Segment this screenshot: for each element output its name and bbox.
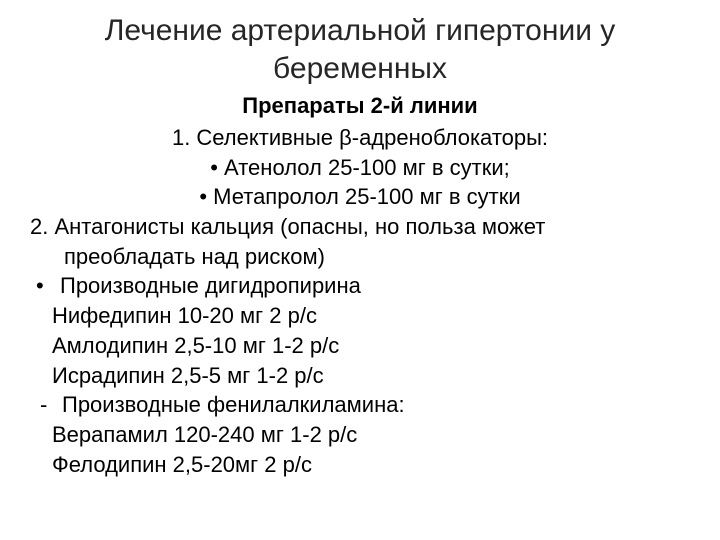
list-item-2a1: Нифедипин 10-20 мг 2 р/с bbox=[30, 301, 690, 331]
list-item-2b: Производные фенилалкиламина: bbox=[30, 390, 690, 420]
list-item-1b: • Метапролол 25-100 мг в сутки bbox=[30, 182, 690, 212]
list-item-2-line1: 2. Антагонисты кальция (опасны, но польз… bbox=[30, 212, 690, 242]
slide: Лечение артериальной гипертонии у береме… bbox=[0, 0, 720, 540]
title-line-2: беременных bbox=[273, 52, 447, 85]
slide-subtitle: Препараты 2-й линии bbox=[30, 93, 690, 119]
list-item-2a: Производные дигидропирина bbox=[30, 271, 690, 301]
list-item-1a: • Атенолол 25-100 мг в сутки; bbox=[30, 153, 690, 183]
title-line-1: Лечение артериальной гипертонии у bbox=[105, 14, 616, 47]
list-item-2-line2: преобладать над риском) bbox=[30, 242, 690, 272]
list-item-2b1: Верапамил 120-240 мг 1-2 р/с bbox=[30, 420, 690, 450]
slide-title: Лечение артериальной гипертонии у береме… bbox=[30, 12, 690, 87]
list-item-1: 1. Селективные β-адреноблокаторы: bbox=[30, 123, 690, 153]
list-item-2a2: Амлодипин 2,5-10 мг 1-2 р/с bbox=[30, 331, 690, 361]
list-item-2a3: Исрадипин 2,5-5 мг 1-2 р/с bbox=[30, 361, 690, 391]
list-item-2b2: Фелодипин 2,5-20мг 2 р/с bbox=[30, 450, 690, 480]
